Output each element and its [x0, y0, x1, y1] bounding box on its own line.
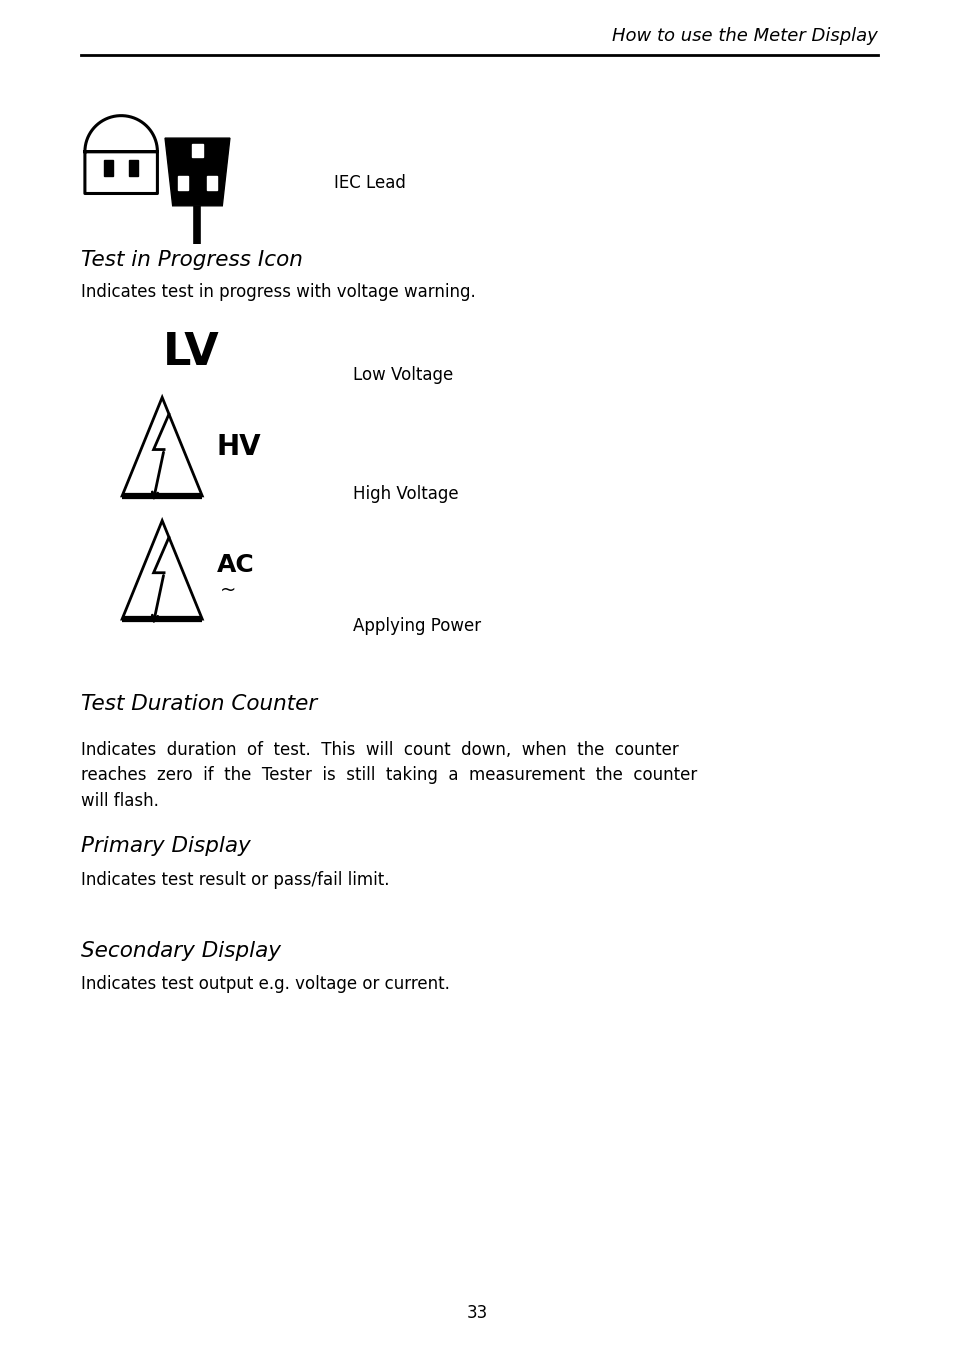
Bar [130, 160, 138, 176]
Text: LV: LV [162, 330, 219, 374]
Text: How to use the Meter Display: How to use the Meter Display [611, 27, 877, 45]
Bar [192, 144, 203, 157]
Text: HV: HV [216, 433, 261, 460]
Text: ~: ~ [219, 581, 235, 600]
Text: Secondary Display: Secondary Display [81, 941, 281, 960]
Text: Applying Power: Applying Power [353, 616, 480, 635]
Text: IEC Lead: IEC Lead [334, 173, 405, 192]
Bar [206, 176, 216, 190]
Text: Test in Progress Icon: Test in Progress Icon [81, 250, 303, 269]
Bar [105, 160, 112, 176]
Bar [177, 176, 188, 190]
Text: Primary Display: Primary Display [81, 837, 251, 856]
Text: Indicates test result or pass/fail limit.: Indicates test result or pass/fail limit… [81, 871, 389, 890]
Text: Indicates  duration  of  test.  This  will  count  down,  when  the  counter
rea: Indicates duration of test. This will co… [81, 741, 697, 810]
Text: Low Voltage: Low Voltage [353, 366, 453, 385]
Text: AC: AC [216, 552, 254, 577]
Polygon shape [165, 138, 230, 206]
Text: Test Duration Counter: Test Duration Counter [81, 695, 317, 714]
Text: High Voltage: High Voltage [353, 485, 458, 504]
Text: 33: 33 [466, 1304, 487, 1323]
Text: Indicates test in progress with voltage warning.: Indicates test in progress with voltage … [81, 283, 476, 302]
Text: Indicates test output e.g. voltage or current.: Indicates test output e.g. voltage or cu… [81, 975, 450, 994]
